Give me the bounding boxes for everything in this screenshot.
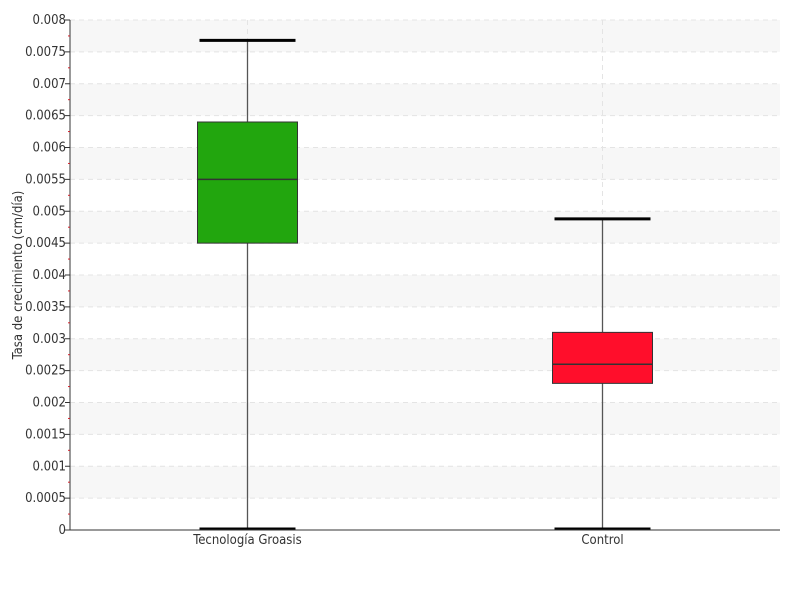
plot-band xyxy=(70,338,780,371)
plot-background-bands xyxy=(70,20,780,499)
y-tick-label: 0.0075 xyxy=(25,45,66,60)
y-tick-label: 0.007 xyxy=(33,77,66,92)
plot-band xyxy=(70,147,780,180)
y-tick-label: 0.001 xyxy=(33,459,66,474)
y-tick-label: 0.006 xyxy=(33,141,66,156)
box-1 xyxy=(197,38,298,531)
y-tick-label: 0.0025 xyxy=(25,364,66,379)
y-tick-label: 0.0045 xyxy=(25,236,66,251)
box-iqr xyxy=(197,121,298,244)
y-tick-label: 0.003 xyxy=(33,332,66,347)
y-tick-label: 0.004 xyxy=(33,268,66,283)
y-tick-label: 0.0005 xyxy=(25,491,66,506)
y-tick-label: 0 xyxy=(59,523,66,538)
y-tick-label: 0.002 xyxy=(33,396,66,411)
plot-band xyxy=(70,211,780,244)
y-tick-label: 0.0015 xyxy=(25,427,66,442)
box-series xyxy=(197,38,653,531)
plot-band xyxy=(70,402,780,435)
box-2 xyxy=(552,217,653,531)
box-iqr xyxy=(552,331,653,384)
x-category-label: Control xyxy=(581,533,623,548)
y-tick-label: 0.005 xyxy=(33,204,66,219)
plot-band xyxy=(70,275,780,307)
y-axis-title: Tasa de crecimiento (cm/día) xyxy=(11,191,26,361)
y-tick-label: 0.008 xyxy=(33,13,66,28)
plot-band xyxy=(70,466,780,499)
x-category-label: Tecnología Groasis xyxy=(192,533,301,548)
plot-band xyxy=(70,20,780,52)
y-tick-label: 0.0055 xyxy=(25,172,66,187)
y-tick-label: 0.0065 xyxy=(25,109,66,124)
y-tick-label: 0.0035 xyxy=(25,300,66,315)
y-axis-ticks: 0 0.0005 0.001 0.0015 0.002 0.0025 0.003 0.0035… xyxy=(25,13,70,538)
x-axis-labels: Tecnología Groasis Control xyxy=(192,533,623,548)
plot-band xyxy=(70,83,780,116)
